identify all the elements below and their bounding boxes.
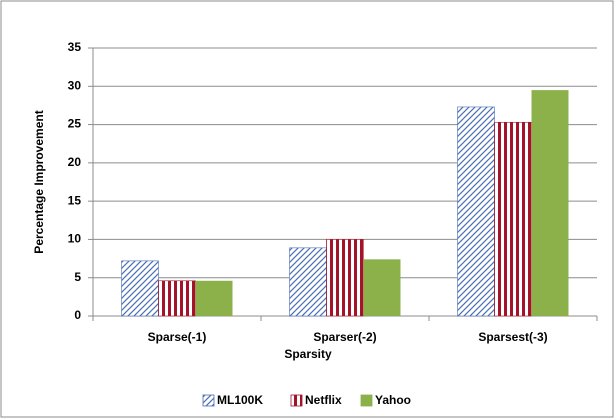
- y-tick-label: 30: [68, 78, 82, 92]
- x-tick-label: Sparse(-1): [148, 330, 207, 344]
- bar: [363, 259, 401, 316]
- bar: [121, 260, 159, 317]
- x-tick-label: Sparser(-2): [313, 330, 376, 344]
- legend-label: Yahoo: [375, 393, 411, 407]
- legend-label: Netflix: [305, 393, 342, 407]
- y-tick-label: 15: [68, 193, 82, 207]
- y-tick-label: 0: [74, 308, 81, 322]
- legend-swatch: [360, 394, 373, 407]
- y-axis-label: Percentage Improvement: [32, 110, 46, 253]
- bar: [326, 239, 364, 317]
- legend-swatch: [202, 394, 215, 407]
- bar: [195, 280, 233, 316]
- y-tick-label: 10: [68, 232, 82, 246]
- x-tick-label: Sparsest(-3): [478, 330, 547, 344]
- y-tick-label: 20: [68, 155, 82, 169]
- bar: [457, 106, 495, 317]
- y-tick-label: 5: [74, 270, 81, 284]
- bar: [494, 121, 532, 317]
- legend-label: ML100K: [217, 393, 263, 407]
- bar: [289, 247, 327, 317]
- x-axis-label: Sparsity: [284, 347, 332, 361]
- y-tick-label: 35: [68, 40, 82, 54]
- bar: [158, 280, 196, 317]
- legend-swatch: [290, 394, 303, 407]
- y-tick-label: 25: [68, 117, 82, 131]
- bar: [531, 90, 569, 316]
